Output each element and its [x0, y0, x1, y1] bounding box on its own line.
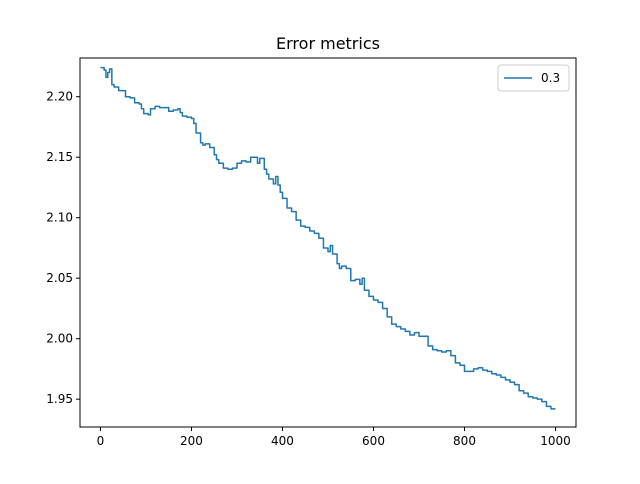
- legend-label: 0.3: [541, 71, 560, 85]
- y-tick-label: 2.15: [46, 150, 73, 164]
- y-tick-label: 1.95: [46, 392, 73, 406]
- x-tick-label: 200: [180, 434, 203, 448]
- series-line: [100, 66, 556, 410]
- y-axis: 1.95 2.00 2.05 2.10 2.15 2.20: [46, 90, 80, 406]
- y-tick-label: 2.00: [46, 332, 73, 346]
- legend-box: [497, 64, 570, 92]
- series-layer: [100, 66, 556, 410]
- y-tick-label: 2.05: [46, 271, 73, 285]
- legend: 0.3: [497, 64, 570, 92]
- x-tick-label: 0: [97, 434, 105, 448]
- plot-area: [80, 58, 576, 427]
- y-tick-label: 2.10: [46, 211, 73, 225]
- chart-title: Error metrics: [276, 34, 380, 53]
- y-tick-label: 2.20: [46, 90, 73, 104]
- x-tick-label: 1000: [540, 434, 571, 448]
- x-tick-label: 400: [271, 434, 294, 448]
- x-axis: 0 200 400 600 800 1000: [97, 427, 571, 448]
- axes-frame: [79, 57, 577, 428]
- x-tick-label: 600: [362, 434, 385, 448]
- x-tick-label: 800: [453, 434, 476, 448]
